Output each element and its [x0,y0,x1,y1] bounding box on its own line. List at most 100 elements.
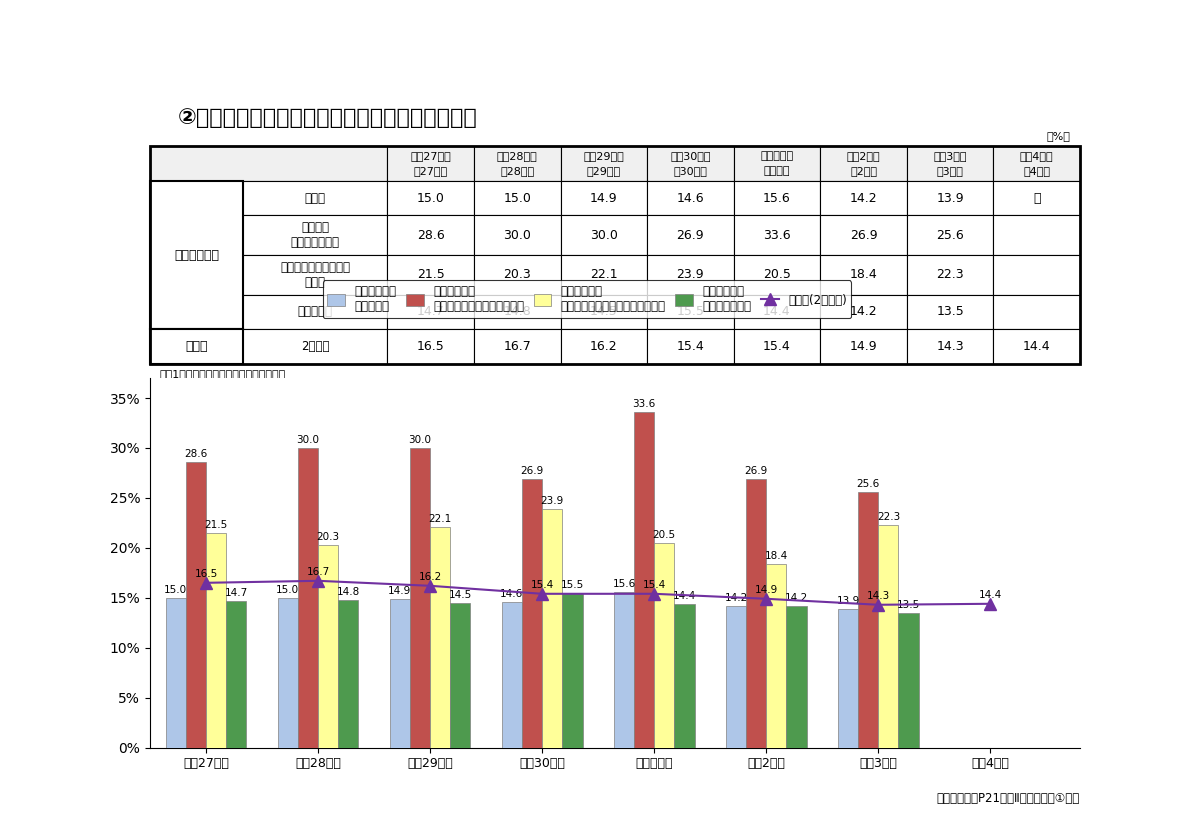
Text: （27年）: （27年） [414,165,448,176]
Text: 14.6: 14.6 [500,589,523,599]
Bar [899,612,919,748]
FancyBboxPatch shape [907,181,994,215]
Text: （30年）: （30年） [673,165,707,176]
Text: 14.4: 14.4 [1022,340,1050,353]
Bar [186,462,206,748]
Text: ②　雇用動向調査（厚生労働省）との離職率比較: ② 雇用動向調査（厚生労働省）との離職率比較 [178,108,478,128]
Text: 14.3: 14.3 [936,340,964,353]
FancyBboxPatch shape [150,145,388,181]
Bar [858,492,878,748]
FancyBboxPatch shape [647,145,733,181]
FancyBboxPatch shape [821,145,907,181]
Text: （注1）（　　年）は雇用動向調査実施年: （注1）（ 年）は雇用動向調査実施年 [160,369,286,379]
Text: 15.5: 15.5 [560,580,584,590]
Bar [726,606,746,748]
Text: 14.9: 14.9 [850,340,877,353]
Text: 14.9: 14.9 [389,585,412,596]
Text: 16.2: 16.2 [590,340,618,353]
Text: 15.4: 15.4 [763,340,791,353]
FancyBboxPatch shape [994,215,1080,255]
FancyBboxPatch shape [994,145,1080,181]
FancyBboxPatch shape [647,328,733,365]
Text: 14.6: 14.6 [677,192,704,205]
Text: 医療、福祉: 医療、福祉 [298,305,332,318]
Text: 15.4: 15.4 [677,340,704,353]
Text: 14.4: 14.4 [763,305,791,318]
Text: 13.9: 13.9 [936,192,964,205]
FancyBboxPatch shape [647,181,733,215]
FancyBboxPatch shape [907,255,994,295]
Text: 14.2: 14.2 [785,593,808,603]
FancyBboxPatch shape [994,181,1080,215]
FancyBboxPatch shape [733,295,821,328]
Text: 産業計: 産業計 [305,192,325,205]
Text: 15.5: 15.5 [677,305,704,318]
Text: 14.2: 14.2 [725,593,748,603]
Text: 21.5: 21.5 [416,269,444,281]
Bar [318,545,338,748]
Bar [542,509,563,748]
FancyBboxPatch shape [907,328,994,365]
FancyBboxPatch shape [821,215,907,255]
Text: 13.5: 13.5 [896,600,920,610]
Text: 平成29年度: 平成29年度 [583,151,624,161]
Text: 雇用動向調査: 雇用動向調査 [174,249,220,261]
FancyBboxPatch shape [474,255,560,295]
FancyBboxPatch shape [647,295,733,328]
Text: 15.0: 15.0 [416,192,445,205]
FancyBboxPatch shape [474,295,560,328]
FancyBboxPatch shape [647,255,733,295]
FancyBboxPatch shape [821,295,907,328]
FancyBboxPatch shape [560,295,647,328]
Text: 26.9: 26.9 [744,466,768,476]
Text: －: － [1033,192,1040,205]
Text: 生活関連サービス業、
娯楽業: 生活関連サービス業、 娯楽業 [281,261,350,289]
FancyBboxPatch shape [907,295,994,328]
Text: 26.9: 26.9 [521,466,544,476]
FancyBboxPatch shape [821,255,907,295]
FancyBboxPatch shape [733,145,821,181]
FancyBboxPatch shape [907,215,994,255]
Text: 14.8: 14.8 [337,587,360,596]
FancyBboxPatch shape [244,215,388,255]
Text: 33.6: 33.6 [763,228,791,242]
Text: 23.9: 23.9 [541,496,564,506]
Bar [614,592,634,748]
Text: 18.4: 18.4 [850,269,877,281]
Bar [298,448,318,748]
FancyBboxPatch shape [388,255,474,295]
Text: （29年）: （29年） [587,165,620,176]
Text: （2年）: （2年） [850,165,877,176]
Bar [410,448,430,748]
Bar [654,543,674,748]
Text: 26.9: 26.9 [850,228,877,242]
FancyBboxPatch shape [388,145,474,181]
FancyBboxPatch shape [388,295,474,328]
FancyBboxPatch shape [150,181,244,328]
FancyBboxPatch shape [821,181,907,215]
Text: 令和2年度: 令和2年度 [847,151,881,161]
FancyBboxPatch shape [560,328,647,365]
Bar [206,533,226,748]
Text: 令和4年度: 令和4年度 [1020,151,1054,161]
Text: 15.0: 15.0 [164,585,187,595]
FancyBboxPatch shape [560,181,647,215]
FancyBboxPatch shape [821,328,907,365]
Text: 宿泊業、
飲食サービス業: 宿泊業、 飲食サービス業 [290,221,340,249]
Text: 16.5: 16.5 [194,569,217,579]
Bar [674,604,695,748]
Bar [767,564,786,748]
Text: （%）: （%） [1046,131,1070,141]
Text: 本調査: 本調査 [185,340,208,353]
Text: 23.9: 23.9 [677,269,704,281]
Text: 15.6: 15.6 [763,192,791,205]
Bar [430,527,450,748]
Text: 2職種計: 2職種計 [301,340,330,353]
Text: （元年）: （元年） [763,165,791,176]
FancyBboxPatch shape [474,328,560,365]
FancyBboxPatch shape [388,328,474,365]
FancyBboxPatch shape [994,328,1080,365]
FancyBboxPatch shape [733,215,821,255]
Text: 16.7: 16.7 [306,567,330,577]
FancyBboxPatch shape [733,255,821,295]
